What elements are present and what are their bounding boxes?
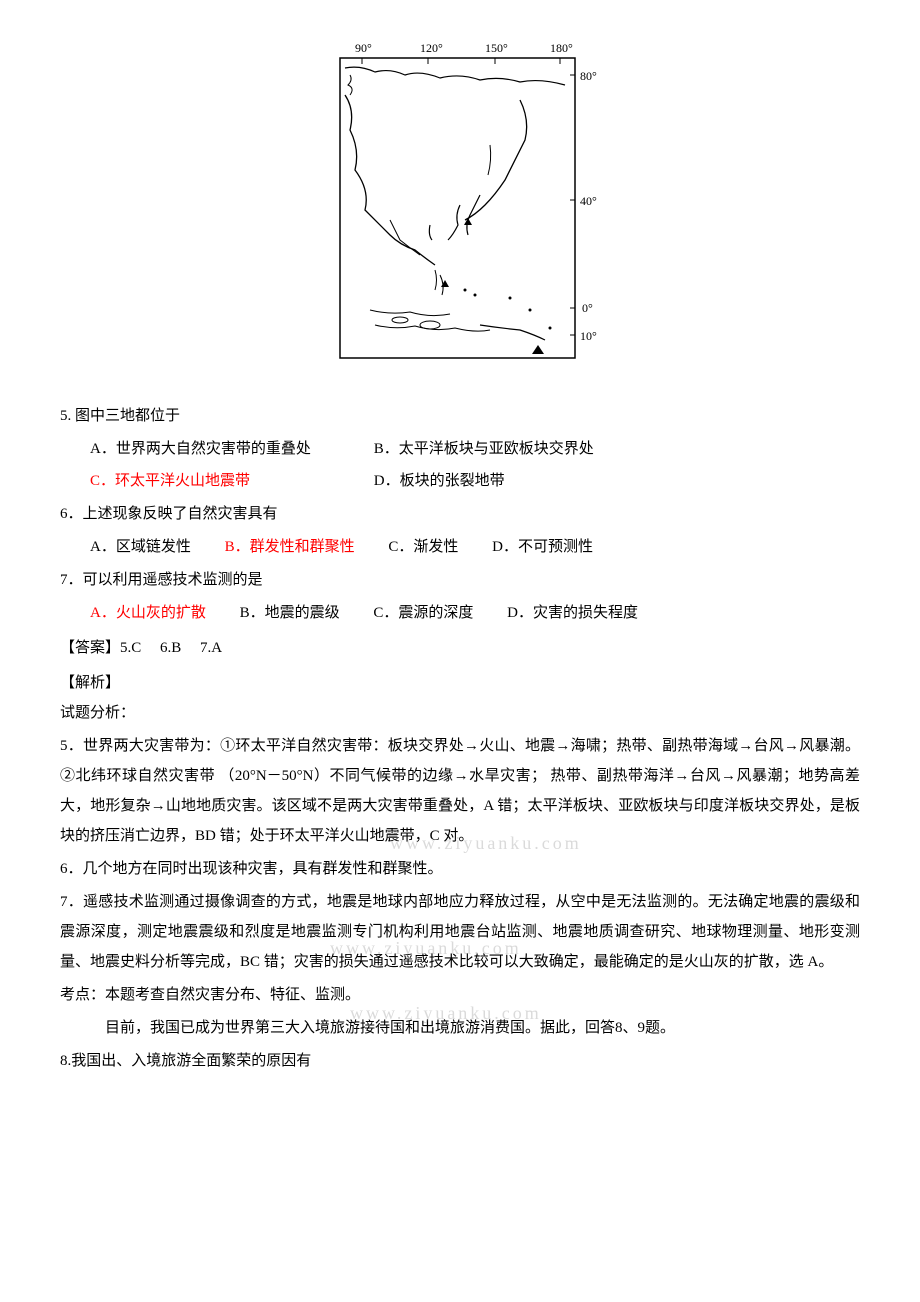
analysis-intro: 试题分析：	[60, 698, 860, 728]
arctic-coast	[345, 67, 565, 85]
q5-optD: D．板块的张裂地带	[374, 466, 505, 496]
q5-optC: C．环太平洋火山地震带	[90, 466, 370, 496]
q7-optA: A．火山灰的扩散	[90, 598, 206, 628]
triangle-marker-japan	[464, 218, 472, 225]
map-border	[340, 58, 575, 358]
lat-label-80: 80°	[580, 69, 597, 83]
lon-label-180: 180°	[550, 41, 573, 55]
lat-label-10: 10°	[580, 329, 597, 343]
lat-label-0: 0°	[582, 301, 593, 315]
triangle-marker-ng	[532, 345, 544, 354]
q5-options-row1: A．世界两大自然灾害带的重叠处 B．太平洋板块与亚欧板块交界处	[60, 434, 860, 464]
context-text: 目前，我国已成为世界第三大入境旅游接待国和出境旅游消费国。据此，回答8、9题。	[60, 1013, 860, 1043]
analysis-p6: 6．几个地方在同时出现该种灾害，具有群发性和群聚性。	[60, 854, 860, 884]
analysis-kaodian: 考点：本题考查自然灾害分布、特征、监测。	[60, 980, 860, 1010]
q6-stem: 6．上述现象反映了自然灾害具有	[60, 499, 860, 529]
q5-options-row2: C．环太平洋火山地震带 D．板块的张裂地带	[60, 466, 860, 496]
q7-optD: D．灾害的损失程度	[507, 598, 638, 628]
q8-stem: 8.我国出、入境旅游全面繁荣的原因有	[60, 1046, 860, 1076]
lon-label-150: 150°	[485, 41, 508, 55]
q6-optB: B．群发性和群聚性	[225, 532, 355, 562]
q7-optB: B．地震的震级	[240, 598, 340, 628]
answer-label: 【答案】5.C 6.B 7.A	[60, 633, 860, 663]
q6-options: A．区域链发性 B．群发性和群聚性 C．渐发性 D．不可预测性	[60, 532, 860, 562]
japan-arc	[465, 100, 527, 220]
q7-options: A．火山灰的扩散 B．地震的震级 C．震源的深度 D．灾害的损失程度	[60, 598, 860, 628]
q5-optA: A．世界两大自然灾害带的重叠处	[90, 434, 370, 464]
q7-stem: 7．可以利用遥感技术监测的是	[60, 565, 860, 595]
asia-coast	[345, 95, 435, 265]
q6-optA: A．区域链发性	[90, 532, 191, 562]
analysis-title: 【解析】	[60, 668, 860, 698]
analysis-p5: 5．世界两大灾害带为：①环太平洋自然灾害带：板块交界处→火山、地震→海啸；热带、…	[60, 731, 860, 851]
lon-label-90: 90°	[355, 41, 372, 55]
map-figure: 90° 120° 150° 180° 80° 40° 0° 10°	[60, 40, 860, 381]
q5-optB: B．太平洋板块与亚欧板块交界处	[374, 434, 594, 464]
lat-label-40: 40°	[580, 194, 597, 208]
q6-optD: D．不可预测性	[492, 532, 593, 562]
lon-label-120: 120°	[420, 41, 443, 55]
analysis-p7: 7．遥感技术监测通过摄像调查的方式，地震是地球内部地应力释放过程，从空中是无法监…	[60, 887, 860, 977]
q7-optC: C．震源的深度	[373, 598, 473, 628]
q5-stem: 5. 图中三地都位于	[60, 401, 860, 431]
map-svg: 90° 120° 150° 180° 80° 40° 0° 10°	[320, 40, 600, 370]
q6-optC: C．渐发性	[388, 532, 458, 562]
